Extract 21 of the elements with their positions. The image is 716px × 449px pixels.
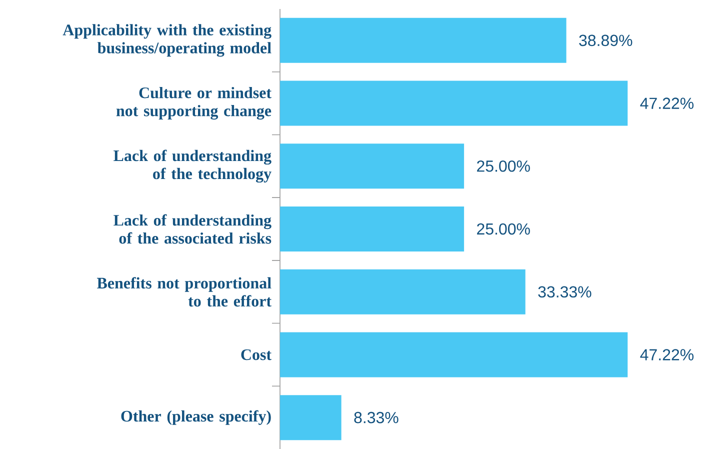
- y-tick-label: Applicability with the existing business/operating model: [62, 24, 272, 57]
- y-tick-label: Culture or mindset not supporting change: [116, 86, 272, 120]
- bar: [280, 269, 526, 314]
- bar: [280, 143, 464, 188]
- data-label: 47.22%: [640, 97, 694, 109]
- y-tick-label: Lack of understanding of the associated risks: [114, 214, 272, 244]
- data-label: 25.00%: [477, 223, 530, 234]
- data-label: 33.33%: [538, 286, 592, 298]
- bar: [280, 18, 566, 63]
- data-label: 25.00%: [477, 160, 530, 172]
- bar: [280, 394, 342, 440]
- data-label: 47.22%: [640, 348, 694, 360]
- y-tick-label: Cost: [241, 349, 272, 360]
- bar: [280, 206, 464, 252]
- bar: [280, 80, 628, 126]
- y-tick-label: Other (please specify): [121, 410, 271, 425]
- bar: [280, 332, 628, 378]
- y-tick-label: Benefits not proportional to the effort: [96, 276, 272, 306]
- data-label: 8.33%: [354, 412, 398, 424]
- data-label: 38.89%: [579, 34, 632, 46]
- y-tick-label: Lack of understanding of the technology: [114, 150, 272, 182]
